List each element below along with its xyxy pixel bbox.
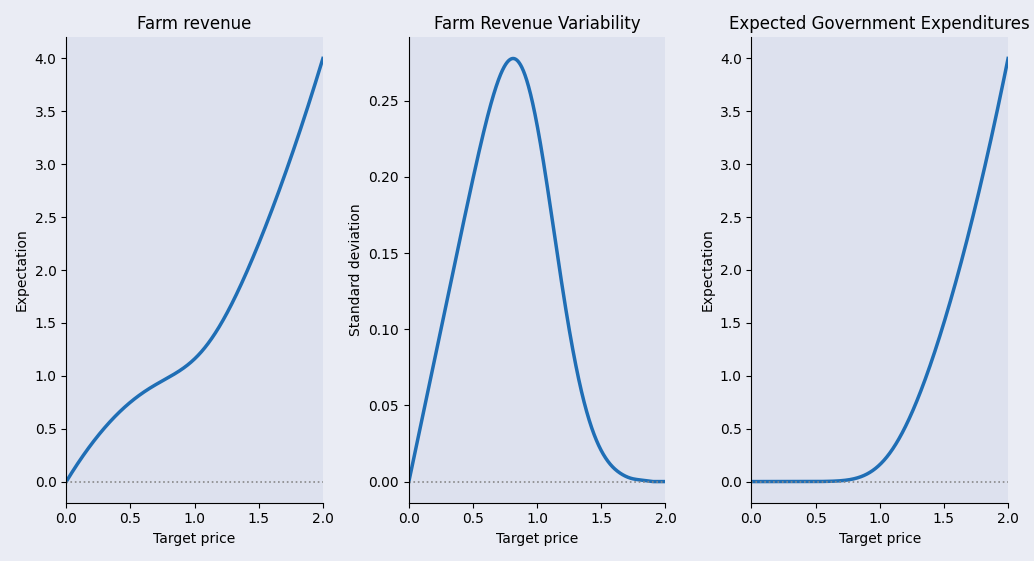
Title: Expected Government Expenditures: Expected Government Expenditures [729,15,1030,33]
Y-axis label: Standard deviation: Standard deviation [348,204,363,337]
X-axis label: Target price: Target price [496,532,578,546]
X-axis label: Target price: Target price [839,532,921,546]
Title: Farm revenue: Farm revenue [138,15,251,33]
Y-axis label: Expectation: Expectation [700,229,714,311]
Y-axis label: Expectation: Expectation [16,229,29,311]
Title: Farm Revenue Variability: Farm Revenue Variability [434,15,640,33]
X-axis label: Target price: Target price [153,532,236,546]
